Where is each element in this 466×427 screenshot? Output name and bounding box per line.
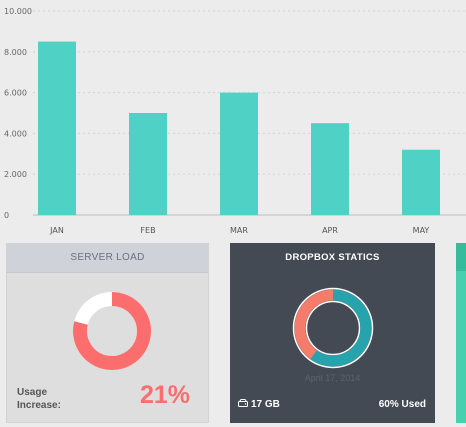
donut-fill — [73, 292, 151, 370]
y-tick-label: 0 — [4, 211, 9, 220]
dropbox-size: 17 GB — [238, 399, 280, 410]
bar-may — [402, 149, 440, 215]
donut-outer-border — [292, 287, 374, 369]
x-tick-label: FEB — [140, 226, 155, 235]
y-tick-label: 2.000 — [4, 170, 27, 179]
dropbox-donut — [292, 287, 374, 369]
donut-inner-border — [305, 300, 361, 356]
dropbox-title: DROPBOX STATICS — [285, 252, 380, 263]
server-load-card: SERVER LOAD Usage Increase: 21% — [6, 243, 209, 423]
bar-feb — [129, 113, 167, 215]
y-tick-label: 4.000 — [4, 129, 27, 138]
x-tick-label: APR — [322, 226, 338, 235]
usage-label-line2: Increase: — [17, 400, 61, 411]
usage-label: Usage Increase: — [17, 386, 61, 412]
x-tick-label: MAR — [230, 226, 248, 235]
x-tick-label: JAN — [49, 226, 64, 235]
server-load-title: SERVER LOAD — [7, 244, 208, 273]
server-load-donut — [73, 292, 151, 370]
bar-chart-svg: 0 2.000 4.000 6.000 8.000 10.000 JAN FEB MAR APR M… — [4, 7, 466, 235]
bar-jan — [38, 41, 76, 215]
dropbox-date: April 17, 2014 — [304, 373, 361, 383]
dropbox-size-value: 17 GB — [251, 399, 280, 411]
usage-label-line1: Usage — [17, 387, 48, 398]
bar-apr — [311, 123, 349, 215]
y-tick-label: 10.000 — [4, 7, 32, 16]
y-tick-label: 6.000 — [4, 89, 27, 98]
hdd-icon — [238, 399, 248, 410]
partial-card-header — [456, 243, 466, 271]
bar-mar — [220, 92, 258, 215]
partial-card — [456, 243, 466, 423]
dropbox-statics-card: DROPBOX STATICS April 17, 2014 17 GB 60%… — [230, 243, 435, 423]
y-tick-label: 8.000 — [4, 48, 27, 57]
usage-increase-value: 21% — [139, 381, 190, 409]
bar-chart: 0 2.000 4.000 6.000 8.000 10.000 JAN FEB MAR APR M… — [4, 7, 466, 235]
x-tick-label: MAY — [413, 226, 430, 235]
donut-used — [310, 289, 372, 367]
dropbox-used: 60% Used — [378, 399, 426, 410]
